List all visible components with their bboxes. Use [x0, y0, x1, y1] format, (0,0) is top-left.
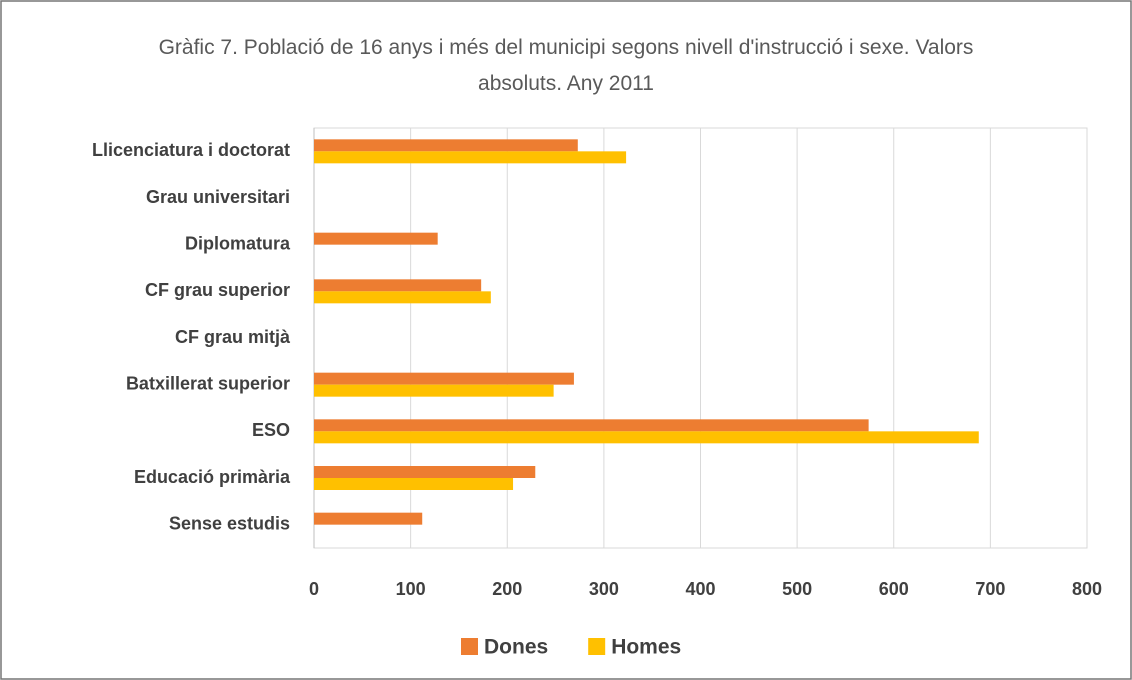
legend-swatch [461, 638, 478, 655]
bar [314, 291, 491, 304]
y-tick-label: Educació primària [134, 467, 291, 487]
x-tick-label: 500 [782, 579, 812, 599]
y-tick-label: Grau universitari [146, 187, 290, 207]
bar [314, 372, 574, 385]
bar [314, 151, 627, 164]
chart-title: Gràfic 7. Població de 16 anys i més del … [158, 36, 974, 95]
bar [314, 431, 979, 444]
bar [314, 419, 869, 432]
y-tick-label: Diplomatura [185, 233, 291, 253]
bar [314, 512, 423, 525]
y-tick-label: Sense estudis [169, 513, 290, 533]
legend-swatch [588, 638, 606, 655]
bar [314, 279, 482, 292]
x-tick-label: 300 [589, 579, 619, 599]
y-tick-label: CF grau mitjà [175, 327, 291, 347]
x-tick-label: 400 [685, 579, 715, 599]
legend-label: Dones [484, 636, 548, 659]
y-tick-label: Llicenciatura i doctorat [92, 140, 290, 160]
y-tick-label: CF grau superior [145, 280, 290, 300]
y-tick-label: ESO [252, 420, 290, 440]
bar [314, 466, 536, 478]
x-tick-label: 100 [396, 579, 426, 599]
x-tick-label: 200 [492, 579, 522, 599]
bar [314, 139, 578, 152]
x-tick-label: 700 [975, 579, 1005, 599]
x-tick-label: 800 [1072, 579, 1102, 599]
legend-label: Homes [611, 636, 681, 659]
x-tick-label: 600 [879, 579, 909, 599]
bar [314, 478, 514, 490]
bar [314, 232, 438, 245]
y-tick-label: Batxillerat superior [126, 373, 290, 393]
x-tick-label: 0 [309, 579, 319, 599]
bar [314, 384, 554, 397]
